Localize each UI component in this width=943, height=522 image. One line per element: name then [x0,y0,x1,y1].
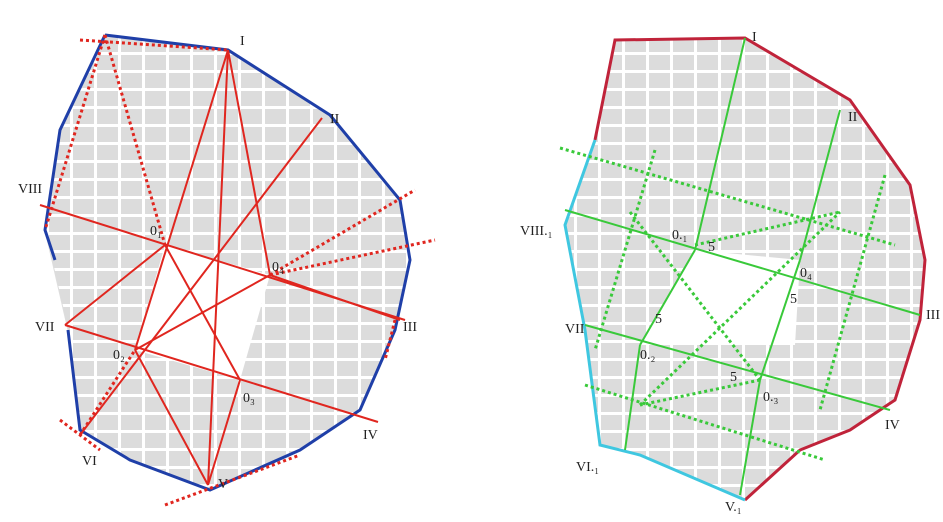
point-label: 0₂ [113,348,125,363]
point-label: 5 [708,240,715,255]
point-label: 0.₂ [640,348,656,363]
point-label: I [752,30,757,45]
left-plan [39,33,436,507]
outline-red [593,36,927,502]
point-label: II [848,110,858,125]
dotted-arrows [559,146,896,462]
point-label: I [240,34,245,49]
point-label: II [330,112,340,127]
axes [39,49,406,486]
right-plan [559,36,927,502]
axes [564,37,921,496]
outline-blue [66,33,412,492]
dotted-arrows [43,34,436,507]
point-label: 5 [790,292,797,307]
point-label: IV [885,418,900,433]
point-label: V.₁ [725,500,742,515]
point-label: 0₄ [272,260,284,275]
outline-blue [43,34,107,261]
point-label: 0₃ [243,391,255,406]
center-square [640,250,800,345]
point-label: 0₁ [150,224,162,239]
point-label: 0.₃ [763,390,779,405]
point-label: III [403,320,417,335]
point-label: VII [565,322,585,337]
point-label: VIII.₁ [520,224,552,239]
point-label: 0.₁ [672,228,687,243]
point-label: IV [363,428,378,443]
point-label: V [218,477,228,492]
point-label: 5 [730,370,737,385]
point-label: III [926,308,940,323]
point-label: VIII [18,182,42,197]
point-label: VII [35,320,55,335]
point-label: VI.₁ [576,460,599,475]
point-label: 0₄ [800,266,812,281]
point-label: 5 [655,312,662,327]
point-label: VI [82,454,97,469]
